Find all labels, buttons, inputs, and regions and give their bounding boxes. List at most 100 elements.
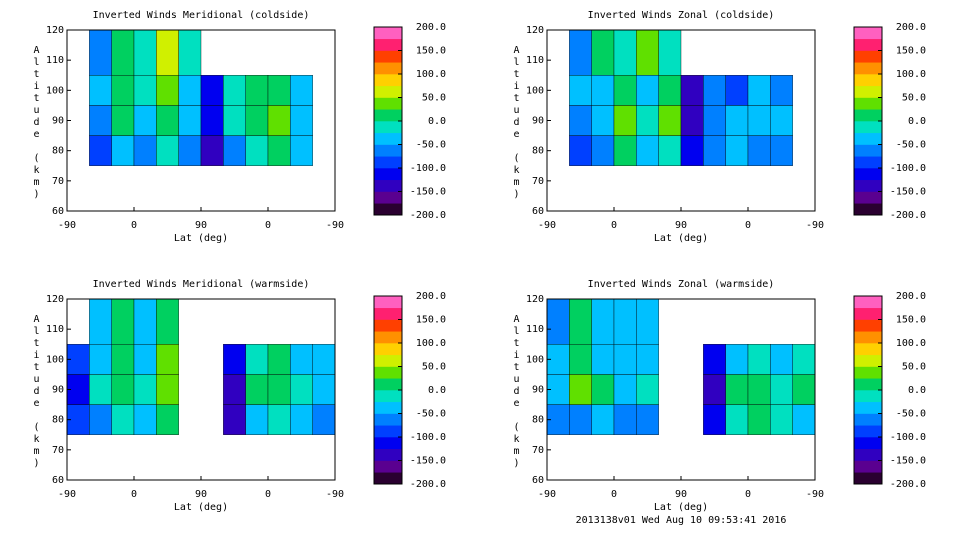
colorbar-tick-label: 100.0 [416,338,446,349]
colorbar-tick-label: 100.0 [896,69,926,80]
colorbar-tick-label: 200.0 [416,291,446,302]
heat-cell [133,404,157,435]
heat-cell [725,344,749,375]
heat-cell [267,344,291,375]
heat-cell [636,135,659,166]
heat-cell [89,344,112,375]
heat-cell [223,105,246,136]
heat-cell [680,105,704,136]
colorbar-band [854,121,882,134]
panel-title: Inverted Winds Meridional (warmside) [93,279,310,290]
colorbar-tick-label: 0.0 [428,116,446,127]
heat-cell [245,105,269,136]
x-axis-label: Lat (deg) [654,233,708,244]
colorbar-tick-label: -50.0 [416,140,446,151]
colorbar-band [374,354,402,367]
colorbar-band [854,331,882,344]
heat-cell [725,404,749,435]
x-tick-label: 0 [611,489,617,500]
colorbar-band [854,437,882,450]
heat-cell [267,135,291,166]
y-tick-label: 80 [52,415,64,426]
heat-cell [658,105,682,136]
colorbar-band [854,472,882,485]
colorbar-band [374,401,402,414]
colorbar-band [374,144,402,157]
x-tick-label: 0 [265,220,271,231]
colorbar-band [374,378,402,391]
x-axis-label: Lat (deg) [654,502,708,513]
heat-cell [178,105,202,136]
colorbar-band [854,448,882,461]
y-tick-label: 70 [52,176,64,187]
y-tick-label: 70 [52,445,64,456]
heat-cell [133,75,157,106]
colorbar-band [854,343,882,356]
heat-cell [725,135,749,166]
colorbar-tick-label: -150.0 [410,456,446,467]
heat-cell [245,404,269,435]
heat-cell [636,105,659,136]
x-tick-label: -90 [58,489,76,500]
x-tick-label: -90 [326,489,344,500]
heat-cell [792,374,816,405]
colorbar-band [374,437,402,450]
heat-cell [133,298,157,345]
heat-cell [747,374,771,405]
colorbar-tick-label: 200.0 [896,22,926,33]
y-tick-label: 90 [532,116,544,127]
y-tick-label: 90 [52,385,64,396]
colorbar-tick-label: -200.0 [890,479,926,490]
heat-cell [636,404,659,435]
colorbar-band [374,203,402,216]
colorbar-tick-label: -200.0 [890,210,926,221]
colorbar-band [854,354,882,367]
heat-cell [658,135,682,166]
colorbar-band [854,366,882,379]
heat-cell [312,404,336,435]
heat-cell [770,105,793,136]
heat-cell [223,404,246,435]
heat-cell [178,29,202,76]
colorbar-band [374,132,402,145]
heat-cell [703,374,726,405]
heat-cell [89,75,112,106]
colorbar-tick-label: 200.0 [896,291,926,302]
colorbar-band [374,27,402,40]
heat-cell [89,374,112,405]
colorbar-band [374,366,402,379]
heat-cell [792,404,816,435]
x-tick-label: 90 [675,220,687,231]
x-axis-label: Lat (deg) [174,502,228,513]
y-tick-label: 100 [46,85,64,96]
heat-cell [223,374,246,405]
heat-cell [267,404,291,435]
colorbar-band [854,27,882,40]
colorbar-band [854,378,882,391]
y-tick-label: 70 [532,176,544,187]
colorbar-tick-label: -100.0 [890,432,926,443]
y-tick-label: 110 [526,55,544,66]
heat-cell [267,374,291,405]
heat-cell [89,135,112,166]
heat-cell [290,75,313,106]
colorbar-band [374,460,402,473]
y-tick-label: 70 [532,445,544,456]
heat-cell [267,75,291,106]
heat-cell [156,29,179,76]
heat-cell [245,75,269,106]
heat-cell [546,298,570,345]
y-axis-label: Altitude (km) [31,314,42,470]
heat-cell [111,404,135,435]
colorbar-band [374,425,402,438]
heat-cell [636,374,659,405]
y-tick-label: 120 [46,294,64,305]
panel-title: Inverted Winds Zonal (warmside) [588,279,775,290]
y-tick-label: 110 [46,55,64,66]
colorbar-band [854,74,882,87]
y-axis-label: Altitude (km) [511,314,522,470]
colorbar-band [374,97,402,110]
x-tick-label: 90 [195,220,207,231]
heat-cell [89,404,112,435]
colorbar-band [854,390,882,403]
